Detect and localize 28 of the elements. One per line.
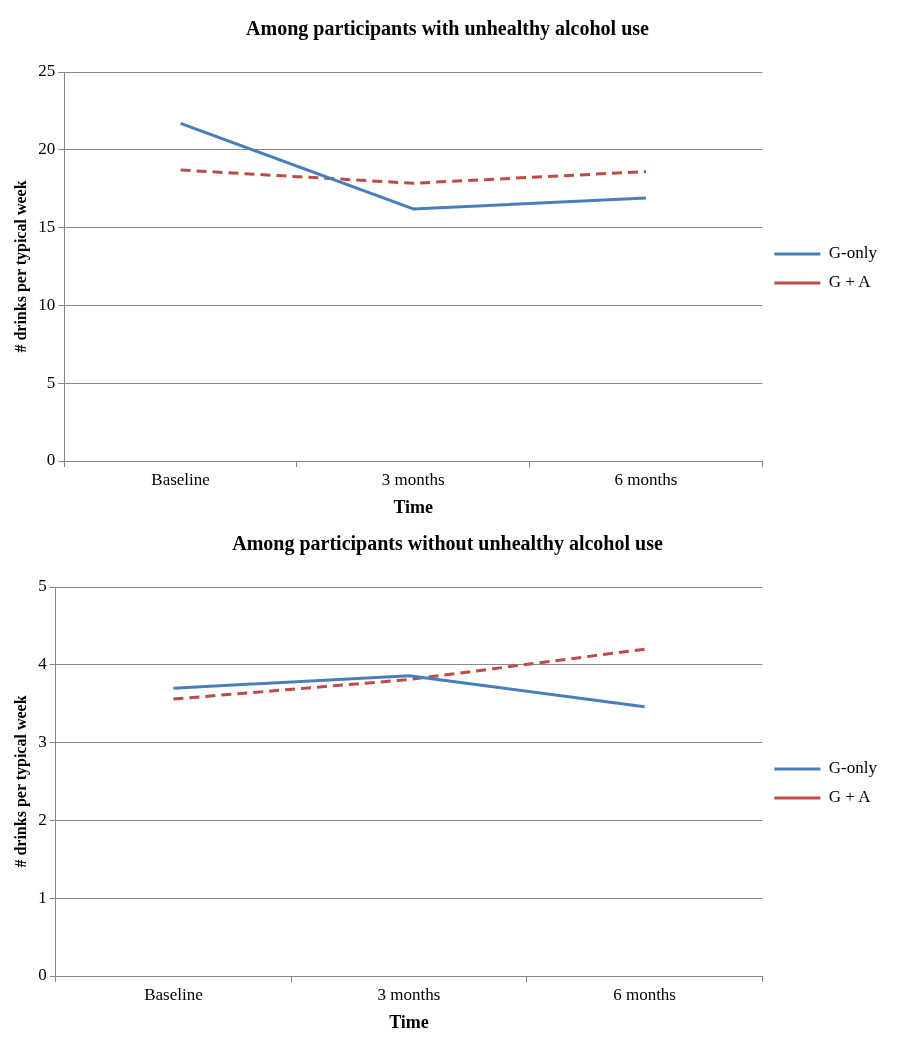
x-tick-label: 6 months	[613, 984, 676, 1004]
y-tick-label: 5	[46, 372, 56, 392]
legend-label: G-only	[828, 758, 878, 778]
y-tick-label: 15	[38, 217, 56, 237]
x-tick-label: 3 months	[377, 984, 441, 1004]
y-tick-label: 2	[38, 809, 47, 829]
chart-title: Among participants without unhealthy alcohol use	[232, 532, 663, 556]
y-tick-label: 20	[38, 139, 56, 159]
y-tick-label: 3	[38, 732, 47, 752]
y-tick-label: 5	[38, 576, 47, 596]
y-tick-label: 10	[38, 294, 56, 314]
chart-title: Among participants with unhealthy alcohol use	[246, 17, 650, 41]
y-tick-label: 4	[38, 654, 48, 674]
y-tick-label: 0	[38, 965, 47, 985]
y-axis-title: # drinks per typical week	[11, 180, 30, 353]
legend-label: G-only	[828, 243, 878, 263]
y-tick-label: 0	[46, 450, 56, 470]
legend-label: G + A	[828, 787, 872, 807]
y-axis-title: # drinks per typical week	[11, 695, 30, 868]
y-tick-label: 1	[38, 887, 47, 907]
x-tick-label: Baseline	[144, 984, 203, 1004]
y-tick-label: 25	[38, 61, 56, 81]
x-axis-title: Time	[389, 1011, 429, 1032]
x-axis-title: Time	[393, 496, 434, 517]
x-tick-label: 6 months	[614, 469, 678, 489]
legend-label: G + A	[828, 272, 872, 292]
x-tick-label: Baseline	[151, 469, 210, 489]
x-tick-label: 3 months	[381, 469, 445, 489]
